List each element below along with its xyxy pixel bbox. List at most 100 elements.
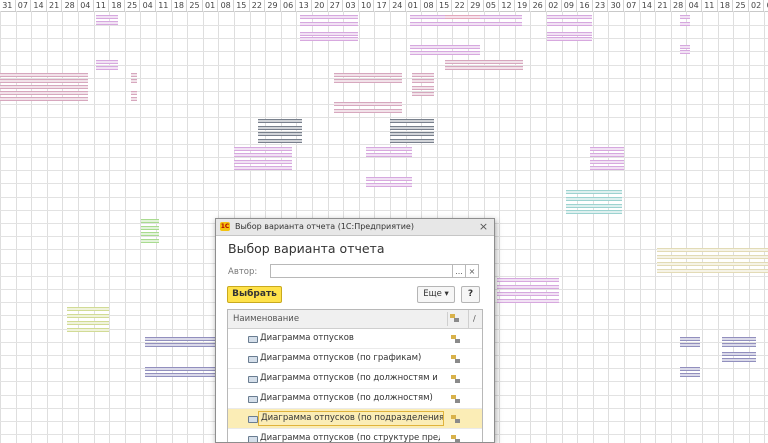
window-title: Выбор варианта отчета (1С:Предприятие) [235, 222, 414, 231]
select-button[interactable]: Выбрать [227, 286, 282, 303]
timeline-day-label: 12 [499, 0, 515, 11]
row-author-cell [449, 413, 460, 423]
row-author-cell [449, 373, 461, 385]
more-button[interactable]: Еще ▾ [417, 286, 455, 303]
grid-column-line [670, 11, 672, 443]
grid-column-line [171, 11, 173, 443]
column-header-name[interactable]: Наименование [233, 314, 300, 324]
timeline-day-label: 23 [593, 0, 609, 11]
grid-column-line [514, 11, 516, 443]
timeline-day-label: 31 [0, 0, 16, 11]
vacation-bar [680, 50, 690, 54]
help-button[interactable]: ? [461, 286, 480, 303]
table-row[interactable]: Диаграмма отпусков (по подразделениям) [228, 409, 482, 429]
vacation-bar [412, 92, 434, 96]
author-tag-icon [451, 375, 461, 385]
vacation-bar [258, 126, 302, 130]
timeline-day-label: 01 [406, 0, 422, 11]
author-tag-icon [451, 335, 461, 345]
vacation-bar [410, 45, 480, 49]
vacation-bar [390, 132, 434, 136]
timeline-day-label: 29 [265, 0, 281, 11]
table-row[interactable]: Диаграмма отпусков [228, 329, 482, 349]
vacation-bar [680, 15, 690, 19]
table-row[interactable]: Диаграмма отпусков (по должностям) [228, 389, 482, 409]
author-label: Автор: [228, 267, 258, 277]
vacation-bar [547, 32, 592, 36]
grid-column-line [78, 11, 79, 443]
timeline-day-label: 27 [328, 0, 344, 11]
report-icon [248, 356, 258, 363]
row-author-cell [449, 393, 460, 403]
vacation-bar [445, 15, 480, 19]
vacation-bar [141, 226, 159, 230]
table-row[interactable]: Диаграмма отпусков (по структуре предпри… [228, 429, 482, 442]
column-header-author-icon[interactable] [447, 312, 462, 326]
vacation-bar [300, 15, 358, 19]
vacation-bar [67, 314, 109, 318]
row-name: Диаграмма отпусков (по подразделениям) [258, 411, 444, 426]
vacation-bar [722, 358, 756, 362]
vacation-bar [0, 73, 88, 77]
grid-column-line [93, 11, 95, 443]
timeline-day-label: 04 [140, 0, 156, 11]
vacation-bar [410, 22, 522, 26]
table-row[interactable]: Диаграмма отпусков (по должностям и граф… [228, 369, 482, 389]
vacation-bar [566, 204, 622, 208]
table-row[interactable]: Диаграмма отпусков (по графикам) [228, 349, 482, 369]
timeline-day-label: 18 [172, 0, 188, 11]
author-tag-icon [450, 314, 460, 324]
grid-column-line [764, 11, 766, 443]
grid-column-line [187, 11, 189, 443]
grid-row-line [0, 157, 768, 158]
timeline-day-label: 18 [718, 0, 734, 11]
vacation-bar [680, 22, 690, 26]
author-select-button[interactable]: ... [453, 264, 466, 278]
vacation-bar [67, 307, 109, 311]
grid-column-line [31, 11, 33, 443]
vacation-bar [390, 139, 434, 143]
column-header-sort[interactable]: ∕ [468, 310, 476, 328]
vacation-bar [67, 328, 109, 332]
vacation-bar [131, 97, 137, 101]
close-icon[interactable]: × [478, 220, 489, 233]
timeline-day-label: 16 [577, 0, 593, 11]
grid-column-line [546, 11, 547, 443]
author-clear-button[interactable]: × [466, 264, 479, 278]
author-field[interactable] [270, 264, 453, 278]
timeline-day-label: 26 [530, 0, 546, 11]
timeline-day-label: 24 [390, 0, 406, 11]
timeline-day-label: 29 [468, 0, 484, 11]
vacation-bar [497, 278, 559, 282]
vacation-bar [0, 91, 88, 95]
grid-column-line [140, 11, 142, 443]
timeline-day-label: 07 [624, 0, 640, 11]
vacation-bar [680, 45, 690, 49]
grid-row-line [0, 131, 768, 132]
grid-column-line [530, 11, 532, 443]
vacation-bar [366, 183, 412, 187]
vacation-bar [141, 239, 159, 243]
report-icon [248, 396, 258, 403]
vacation-bar [390, 126, 434, 130]
report-icon [248, 336, 258, 343]
vacation-bar [590, 153, 624, 157]
vacation-bar [131, 91, 137, 95]
report-icon [248, 436, 258, 442]
vacation-bar [334, 79, 402, 83]
timeline-day-label: 25 [187, 0, 203, 11]
vacation-bar [300, 37, 358, 41]
grid-row-line [0, 170, 768, 171]
dialog-heading: Выбор варианта отчета [228, 241, 385, 256]
vacation-bar [258, 139, 302, 143]
timeline-day-label: 02 [749, 0, 765, 11]
timeline-day-label: 25 [733, 0, 749, 11]
author-tag-icon [451, 355, 461, 365]
grid-column-line [639, 11, 641, 443]
vacation-bar [497, 292, 559, 296]
grid-column-line [733, 11, 735, 443]
timeline-day-label: 30 [608, 0, 624, 11]
timeline-day-label: 18 [109, 0, 125, 11]
vacation-bar [234, 147, 292, 151]
vacation-bar [722, 337, 756, 341]
